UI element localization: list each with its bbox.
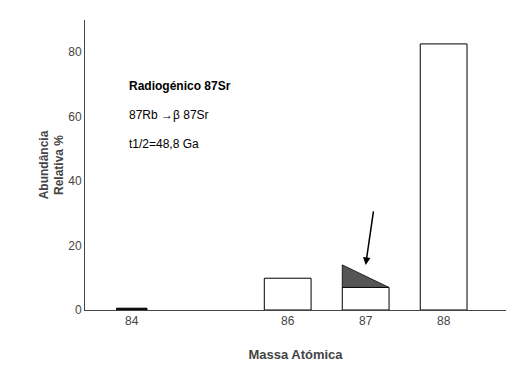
svg-text:t1/2=48,8 Ga: t1/2=48,8 Ga	[129, 137, 199, 151]
svg-text:80: 80	[68, 45, 82, 59]
svg-text:Massa Atómica: Massa Atómica	[248, 347, 343, 362]
svg-text:Radiogénico 87Sr: Radiogénico 87Sr	[129, 79, 231, 93]
svg-text:60: 60	[68, 110, 82, 124]
svg-text:84: 84	[125, 314, 139, 328]
svg-text:87: 87	[359, 314, 373, 328]
svg-text:88: 88	[437, 314, 451, 328]
svg-text:AbundânciaRelativa %: AbundânciaRelativa %	[37, 130, 67, 199]
svg-text:0: 0	[75, 303, 82, 317]
svg-text:40: 40	[68, 174, 82, 188]
svg-text:87Rb →β 87Sr: 87Rb →β 87Sr	[129, 108, 209, 122]
svg-text:86: 86	[281, 314, 295, 328]
svg-text:20: 20	[68, 239, 82, 253]
